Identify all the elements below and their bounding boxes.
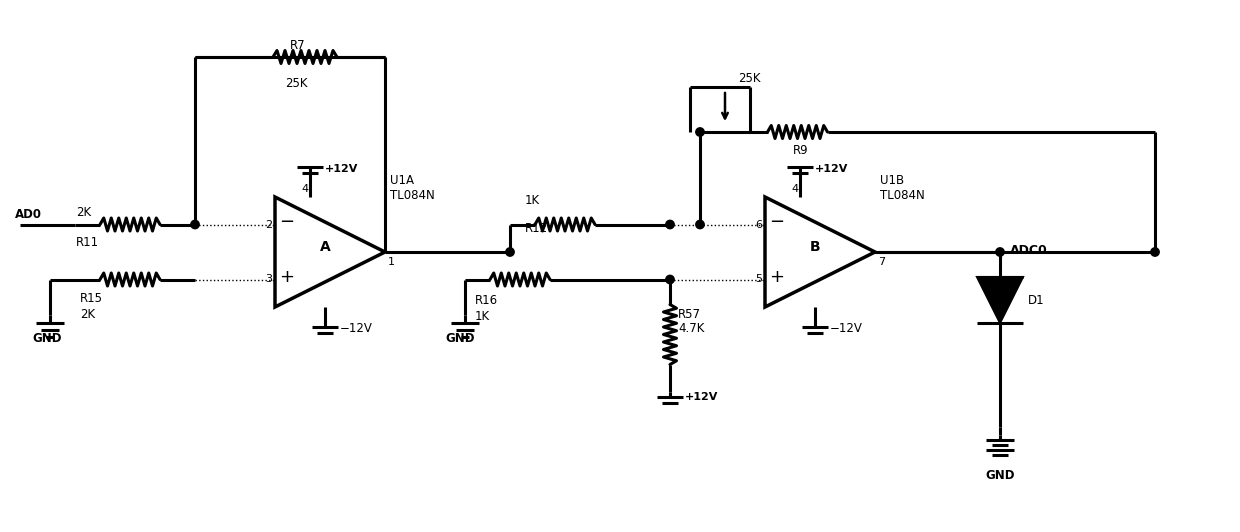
Text: GND: GND [32,331,62,345]
Text: R12: R12 [525,222,548,236]
Text: 1K: 1K [525,194,541,206]
Text: 4: 4 [791,184,799,194]
Text: 2K: 2K [76,206,91,220]
Text: D1: D1 [1028,294,1044,306]
Text: 2: 2 [265,220,272,229]
Text: +12V: +12V [815,164,848,174]
Text: −: − [279,213,294,231]
Text: −: − [769,213,784,231]
Text: 3: 3 [265,275,272,285]
Text: R15: R15 [81,293,103,305]
Circle shape [666,275,675,284]
Text: −12V: −12V [340,322,373,336]
Text: 2K: 2K [81,307,95,320]
Text: 25K: 25K [738,72,760,85]
Circle shape [506,248,515,256]
Text: ADC0: ADC0 [1011,244,1048,256]
Text: R16: R16 [475,295,498,307]
Circle shape [696,220,704,229]
Text: U1B
TL084N: U1B TL084N [880,174,925,202]
Text: 4: 4 [301,184,309,194]
Text: 7: 7 [878,257,885,267]
Text: 6: 6 [755,220,763,229]
Text: AD0: AD0 [15,209,42,221]
Circle shape [191,220,200,229]
Text: R11: R11 [76,237,99,250]
Text: B: B [810,240,821,254]
Text: +12V: +12V [684,392,718,402]
Circle shape [666,220,675,229]
Polygon shape [977,277,1023,323]
Text: GND: GND [445,331,475,345]
Text: 25K: 25K [285,77,308,90]
Text: GND: GND [985,469,1014,482]
Text: R7: R7 [290,39,305,52]
Text: A: A [320,240,330,254]
Circle shape [996,248,1004,256]
Text: R9: R9 [792,144,808,157]
Text: 1K: 1K [475,310,490,322]
Text: +: + [279,269,294,287]
Text: R57: R57 [678,307,701,320]
Text: −12V: −12V [830,322,863,336]
Circle shape [1151,248,1159,256]
Text: 1: 1 [388,257,396,267]
Circle shape [696,128,704,136]
Text: 4.7K: 4.7K [678,322,704,336]
Text: +: + [769,269,784,287]
Text: 5: 5 [755,275,763,285]
Text: +12V: +12V [325,164,358,174]
Text: U1A
TL084N: U1A TL084N [391,174,435,202]
